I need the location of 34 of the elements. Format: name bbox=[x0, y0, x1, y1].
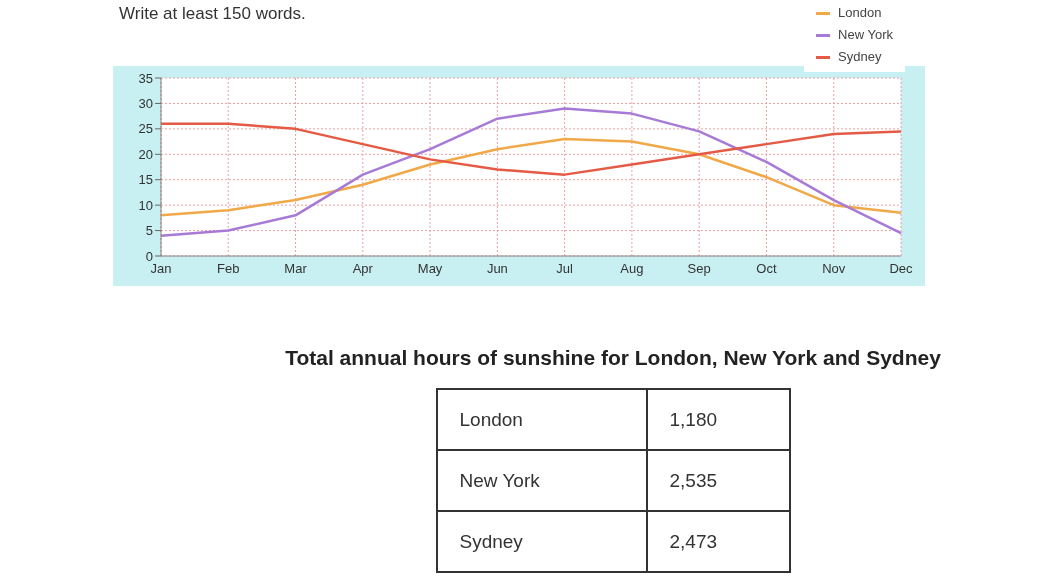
x-tick-label: Jan bbox=[150, 261, 172, 277]
y-tick-label: 5 bbox=[145, 223, 153, 239]
line-series bbox=[159, 137, 903, 217]
legend-label: London bbox=[837, 4, 883, 22]
x-tick-label: Jun bbox=[486, 261, 508, 277]
y-tick-label: 0 bbox=[145, 248, 153, 264]
text: Total annual hours of sunshine for London, New York and Sydney bbox=[285, 346, 941, 370]
y-tick-label: 25 bbox=[138, 121, 153, 137]
text: 2,473 bbox=[669, 530, 718, 552]
line-series bbox=[159, 122, 903, 176]
x-tick-label: Apr bbox=[352, 261, 374, 277]
x-tick-label: Nov bbox=[822, 261, 846, 277]
x-tick-label: May bbox=[417, 261, 443, 277]
line-series bbox=[159, 107, 903, 237]
x-tick-label: Jul bbox=[556, 261, 574, 277]
y-tick-label: 30 bbox=[138, 96, 153, 112]
y-tick-label: 20 bbox=[138, 146, 153, 162]
category-label: Sydney bbox=[436, 511, 647, 572]
y-tick-label: 35 bbox=[138, 70, 153, 86]
legend-label: Sydney bbox=[837, 48, 883, 66]
x-tick-label: Aug bbox=[620, 261, 644, 277]
category-label: London bbox=[436, 389, 647, 450]
text: 2,535 bbox=[669, 469, 718, 491]
x-tick-label: Mar bbox=[284, 261, 308, 277]
x-tick-label: Feb bbox=[217, 261, 240, 277]
legend-label: New York bbox=[837, 26, 893, 44]
category-label: New York bbox=[436, 450, 647, 511]
y-tick-label: 15 bbox=[138, 172, 153, 188]
x-tick-label: Dec bbox=[889, 261, 914, 277]
text: 1,180 bbox=[669, 408, 718, 430]
text: Write at least 150 words. bbox=[119, 4, 306, 24]
y-tick-label: 10 bbox=[138, 197, 153, 213]
x-tick-label: Oct bbox=[756, 261, 777, 277]
x-tick-label: Sep bbox=[687, 261, 711, 277]
